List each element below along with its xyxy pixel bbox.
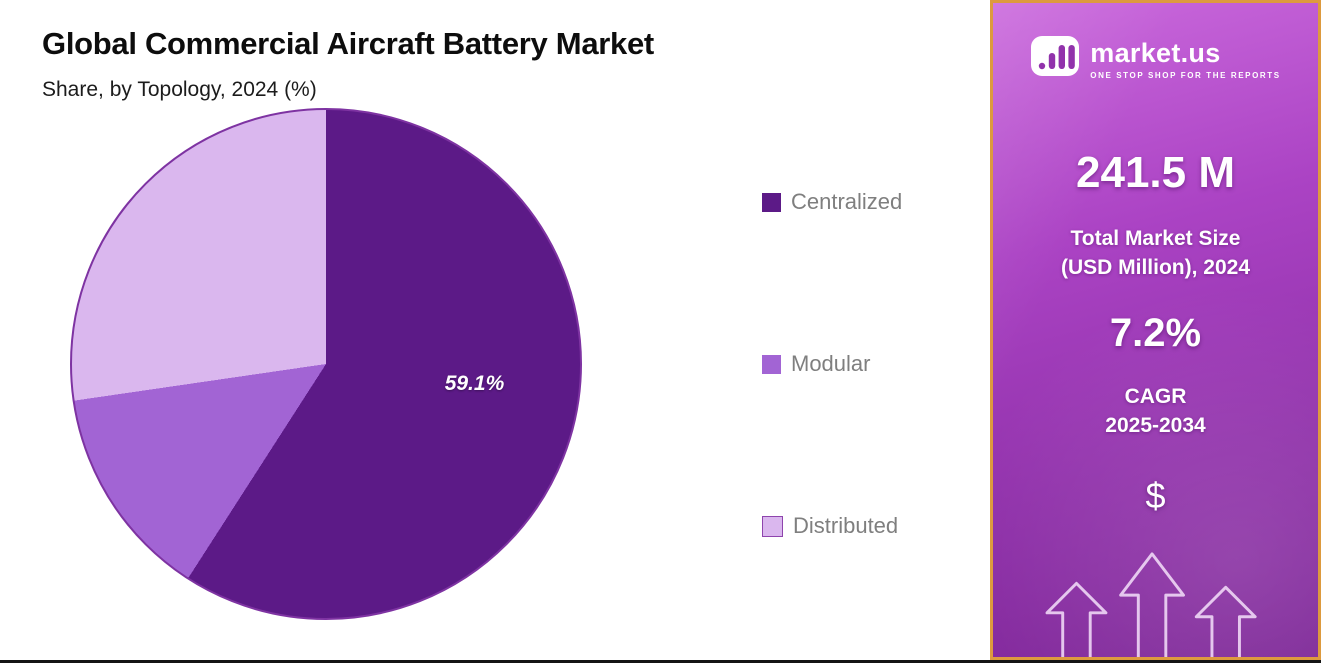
chart-legend: Centralized Modular Distributed — [762, 189, 902, 539]
brand-name: market.us — [1090, 37, 1221, 68]
market-size-value: 241.5 M — [1076, 148, 1235, 197]
cagr-value: 7.2% — [1109, 310, 1202, 355]
growth-arrows-icon — [1045, 552, 1257, 657]
market-size-label: Total Market Size (USD Million), 2024 — [1061, 224, 1250, 283]
market-size-label-line2: (USD Million), 2024 — [1060, 256, 1251, 280]
legend-swatch-modular-icon — [762, 354, 781, 374]
cagr-label-line2: 2025-2034 — [1105, 414, 1206, 438]
legend-item-modular: Modular — [762, 351, 902, 377]
cagr-label-line1: CAGR — [1124, 384, 1187, 408]
legend-item-distributed: Distributed — [762, 513, 902, 539]
legend-swatch-centralized-icon — [762, 192, 781, 212]
chart-panel: Global Commercial Aircraft Battery Marke… — [42, 26, 990, 620]
pie-chart-wrap: 59.1% — [70, 108, 582, 620]
legend-label-distributed: Distributed — [793, 513, 899, 538]
pie-chart — [70, 108, 582, 620]
legend-item-centralized: Centralized — [762, 189, 902, 215]
legend-swatch-distributed-icon — [762, 515, 783, 537]
page-title: Global Commercial Aircraft Battery Marke… — [42, 26, 654, 61]
stats-sidebar: market.us ONE STOP SHOP FOR THE REPORTS … — [990, 0, 1321, 660]
chart-row: 59.1% Centralized Modular Distributed — [42, 108, 990, 620]
cagr-label: CAGR 2025-2034 — [1105, 382, 1205, 441]
brand-logo: market.us ONE STOP SHOP FOR THE REPORTS — [1030, 35, 1280, 82]
marketus-logo-icon — [1030, 35, 1080, 82]
legend-label-centralized: Centralized — [791, 189, 903, 214]
pie-data-label: 59.1% — [444, 372, 505, 396]
brand-tagline: ONE STOP SHOP FOR THE REPORTS — [1090, 70, 1281, 80]
dollar-icon: $ — [1145, 474, 1166, 516]
chart-subtitle: Share, by Topology, 2024 (%) — [42, 78, 317, 101]
market-size-label-line1: Total Market Size — [1070, 227, 1241, 250]
brand-text-block: market.us ONE STOP SHOP FOR THE REPORTS — [1090, 38, 1280, 80]
legend-label-modular: Modular — [791, 351, 871, 376]
